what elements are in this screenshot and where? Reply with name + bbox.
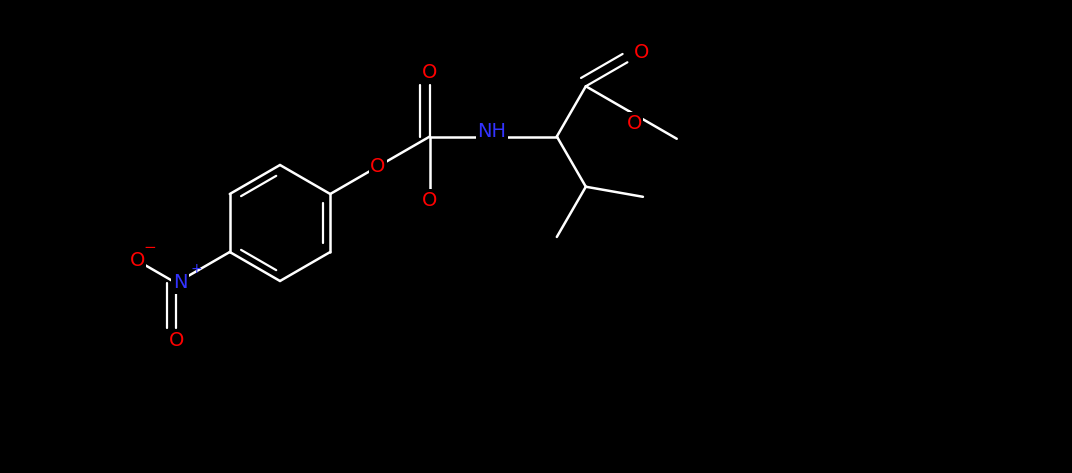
Text: O: O [422,63,437,82]
Text: +: + [190,262,202,276]
Text: O: O [168,331,183,350]
Text: O: O [370,157,386,176]
Text: N: N [173,273,188,292]
Text: O: O [422,191,437,210]
Text: −: − [144,240,157,255]
Text: O: O [130,251,145,270]
Text: O: O [634,43,649,62]
Text: NH: NH [477,122,506,141]
Text: O: O [626,114,642,133]
